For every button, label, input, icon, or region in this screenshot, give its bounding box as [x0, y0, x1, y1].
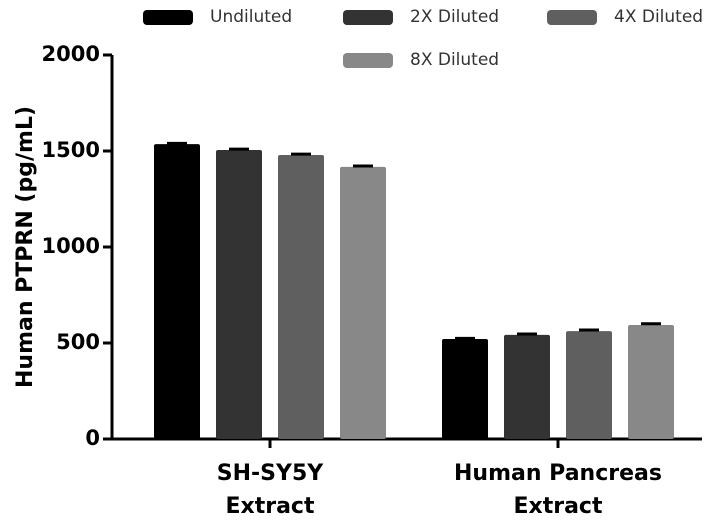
y-tick-label: 0	[85, 426, 100, 450]
legend-swatch	[343, 53, 393, 68]
legend-label: 2X Diluted	[410, 7, 499, 27]
legend-label: 8X Diluted	[410, 50, 499, 70]
y-axis-label: Human PTPRN (pg/mL)	[13, 106, 38, 388]
bar	[442, 338, 488, 439]
bar	[340, 166, 386, 439]
legend-label: 4X Diluted	[614, 7, 703, 27]
y-tick-label: 1500	[42, 138, 100, 162]
legend-label: Undiluted	[210, 7, 292, 27]
legend-swatch	[143, 10, 193, 25]
bar	[628, 324, 674, 439]
legend-swatch	[547, 10, 597, 25]
y-tick-label: 1000	[42, 234, 100, 258]
x-tick-label: Extract	[226, 494, 315, 519]
bar	[154, 144, 200, 439]
bar	[566, 331, 612, 439]
x-tick-label: SH-SY5Y	[217, 461, 324, 486]
x-tick-label: Extract	[514, 494, 603, 519]
bar	[216, 150, 262, 440]
bar	[278, 155, 324, 440]
y-tick-label: 500	[56, 330, 100, 354]
bar	[504, 334, 550, 439]
legend-swatch	[343, 10, 393, 25]
y-tick-label: 2000	[42, 42, 100, 66]
x-tick-label: Human Pancreas	[454, 461, 662, 486]
